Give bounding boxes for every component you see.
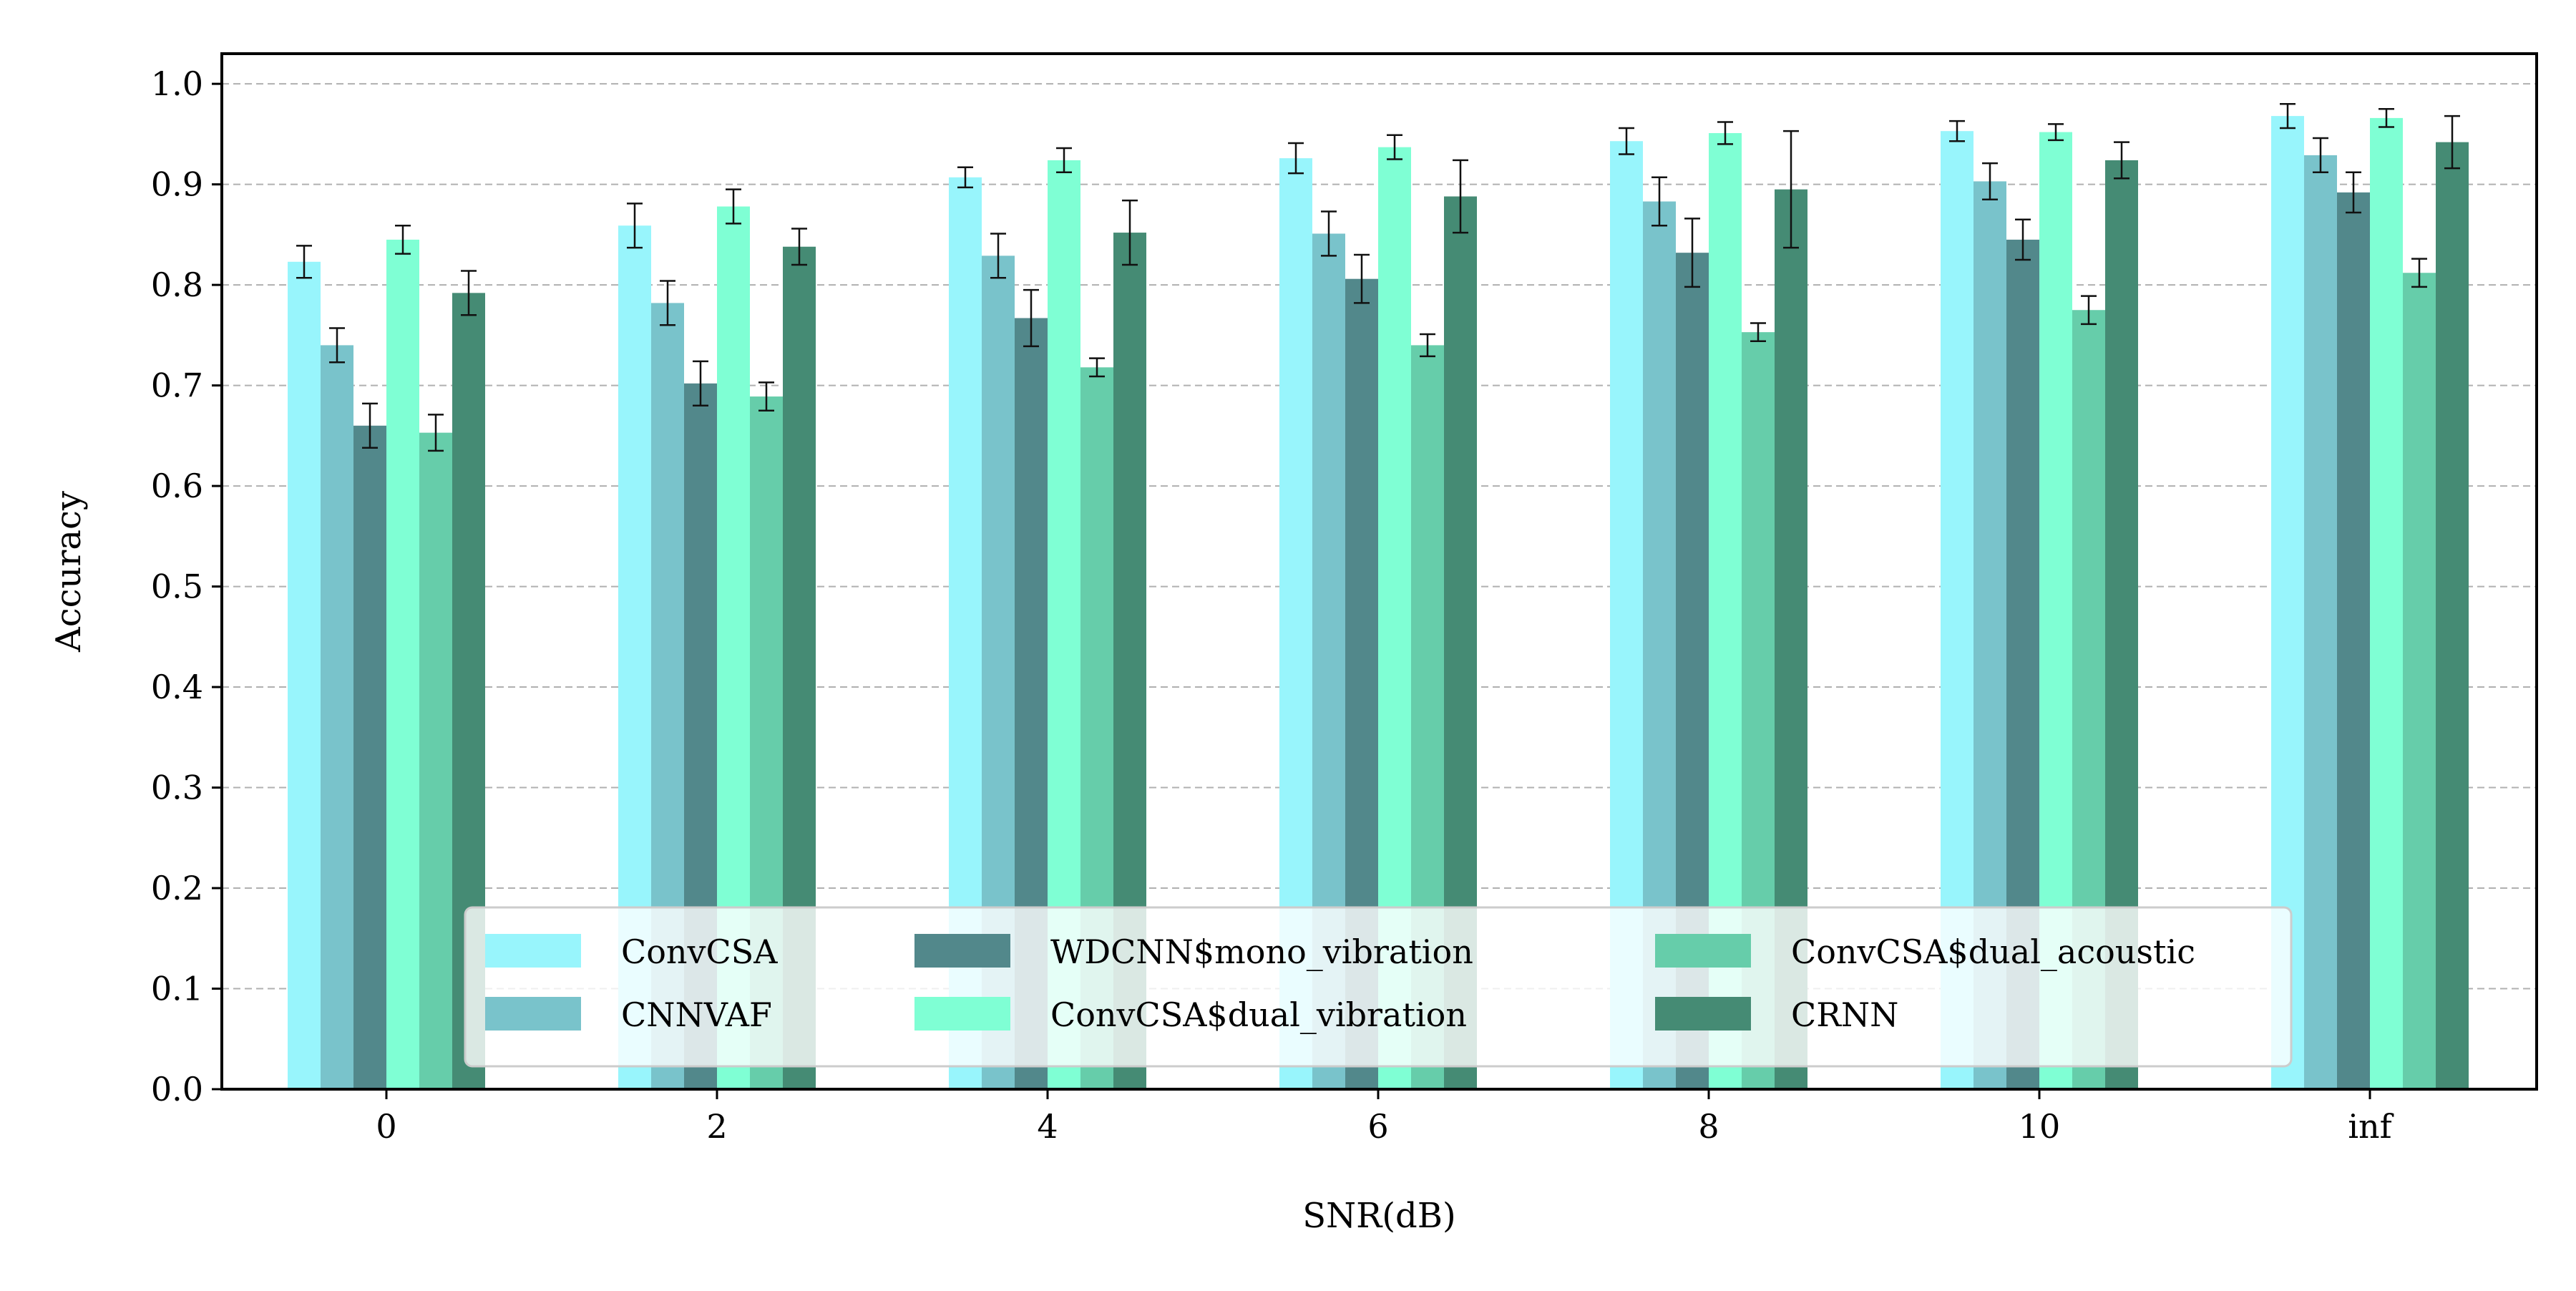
error-bar-cnnvaf-4 bbox=[990, 233, 1006, 279]
x-tick-label: inf bbox=[2348, 1107, 2394, 1146]
error-bar-convcsa-dual-acoustic-8 bbox=[1750, 322, 1766, 343]
bar-wdcnn-mono-vibration-0 bbox=[353, 425, 386, 1089]
legend-item-convcsa-dual-acoustic: ConvCSA$dual_acoustic bbox=[1655, 932, 2195, 971]
error-bar-crnn-8 bbox=[1783, 130, 1799, 249]
error-bar-convcsa-2 bbox=[627, 203, 643, 249]
error-bar-cnnvaf-2 bbox=[660, 280, 675, 326]
error-bar-convcsa-0 bbox=[296, 245, 312, 279]
legend: ConvCSA CNNVAF WDCNN$mono_vibration ConvCSA… bbox=[464, 906, 2293, 1068]
error-bar-convcsa-inf bbox=[2280, 102, 2296, 130]
y-axis: 0.0 0.1 0.2 0.3 0.4 0.5 0.6 0.7 0.8 0.9 1.0 bbox=[151, 64, 222, 1109]
legend-swatch bbox=[914, 997, 1010, 1031]
error-bar-convcsa-dual-vibration-4 bbox=[1056, 147, 1072, 174]
bar-cnnvaf-inf bbox=[2304, 155, 2337, 1090]
x-tick-label: 0 bbox=[376, 1107, 396, 1146]
error-bar-wdcnn-mono-vibration-6 bbox=[1354, 253, 1370, 304]
error-bar-convcsa-4 bbox=[957, 166, 973, 189]
x-axis-label: SNR(dB) bbox=[1302, 1196, 1455, 1236]
error-bar-convcsa-dual-vibration-8 bbox=[1717, 121, 1733, 145]
x-tick-label: 2 bbox=[706, 1107, 727, 1146]
error-bar-convcsa-dual-vibration-2 bbox=[726, 188, 741, 225]
y-tick-label: 0.5 bbox=[151, 567, 203, 606]
legend-item-crnn: CRNN bbox=[1655, 995, 1898, 1034]
bar-crnn-inf bbox=[2436, 142, 2469, 1089]
bar-convcsa-dual-vibration-inf bbox=[2370, 117, 2403, 1090]
y-tick-label: 0.1 bbox=[151, 970, 203, 1008]
error-bar-convcsa-dual-vibration-inf bbox=[2379, 108, 2394, 128]
x-tick-label: 4 bbox=[1037, 1107, 1058, 1146]
legend-label: CNNVAF bbox=[621, 995, 772, 1034]
legend-swatch bbox=[914, 934, 1010, 968]
error-bar-convcsa-dual-vibration-10 bbox=[2048, 123, 2064, 142]
error-bar-cnnvaf-10 bbox=[1982, 162, 1998, 200]
error-bar-convcsa-dual-acoustic-4 bbox=[1089, 357, 1105, 378]
bar-cnnvaf-0 bbox=[321, 345, 353, 1090]
error-bar-convcsa-dual-vibration-0 bbox=[395, 224, 411, 255]
error-bar-convcsa-dual-vibration-6 bbox=[1387, 134, 1402, 160]
legend-swatch bbox=[1655, 997, 1751, 1031]
bar-convcsa-dual-vibration-0 bbox=[386, 239, 419, 1089]
bar-convcsa-0 bbox=[288, 261, 321, 1090]
error-bar-convcsa-dual-acoustic-0 bbox=[428, 414, 444, 452]
bar-convcsa-dual-acoustic-inf bbox=[2403, 273, 2436, 1089]
bar-wdcnn-mono-vibration-inf bbox=[2337, 192, 2370, 1090]
legend-swatch bbox=[485, 934, 581, 968]
y-tick-label: 0.7 bbox=[151, 366, 203, 405]
error-bar-wdcnn-mono-vibration-10 bbox=[2015, 218, 2031, 261]
error-bar-wdcnn-mono-vibration-0 bbox=[362, 402, 378, 449]
y-tick-label: 1.0 bbox=[151, 64, 203, 103]
error-bar-convcsa-dual-acoustic-inf bbox=[2411, 258, 2427, 288]
error-bar-crnn-4 bbox=[1122, 199, 1138, 266]
legend-swatch bbox=[485, 997, 581, 1031]
error-bar-wdcnn-mono-vibration-8 bbox=[1684, 218, 1700, 288]
legend-label: ConvCSA$dual_vibration bbox=[1050, 995, 1467, 1034]
y-tick-label: 0.0 bbox=[151, 1070, 203, 1109]
x-tick-label: 6 bbox=[1367, 1107, 1388, 1146]
legend-label: CRNN bbox=[1791, 995, 1898, 1034]
error-bar-crnn-2 bbox=[791, 228, 807, 266]
error-bar-wdcnn-mono-vibration-4 bbox=[1023, 288, 1039, 348]
legend-box bbox=[464, 906, 2293, 1068]
error-bar-convcsa-8 bbox=[1619, 127, 1634, 155]
error-bar-wdcnn-mono-vibration-2 bbox=[693, 360, 708, 406]
error-bar-crnn-inf bbox=[2444, 115, 2460, 170]
x-axis: 0 2 4 6 8 10 inf bbox=[376, 1089, 2394, 1146]
legend-swatch bbox=[1655, 934, 1751, 968]
error-bar-convcsa-dual-acoustic-6 bbox=[1420, 333, 1435, 358]
error-bar-cnnvaf-8 bbox=[1652, 176, 1667, 227]
x-tick-label: 10 bbox=[2019, 1107, 2061, 1146]
error-bar-convcsa-dual-acoustic-2 bbox=[758, 381, 774, 411]
y-tick-label: 0.3 bbox=[151, 769, 203, 807]
error-bar-convcsa-dual-acoustic-10 bbox=[2081, 295, 2097, 326]
error-bar-cnnvaf-inf bbox=[2313, 137, 2328, 174]
error-bar-crnn-0 bbox=[461, 270, 477, 316]
legend-item-wdcnn-mono-vibration: WDCNN$mono_vibration bbox=[914, 932, 1473, 971]
error-bar-convcsa-6 bbox=[1288, 142, 1304, 175]
y-tick-label: 0.8 bbox=[151, 265, 203, 304]
error-bar-crnn-6 bbox=[1453, 159, 1468, 234]
y-tick-label: 0.4 bbox=[151, 668, 203, 706]
legend-label: WDCNN$mono_vibration bbox=[1050, 932, 1473, 971]
legend-label: ConvCSA bbox=[621, 932, 778, 971]
legend-item-convcsa-dual-vibration: ConvCSA$dual_vibration bbox=[914, 995, 1467, 1034]
error-bar-crnn-10 bbox=[2114, 141, 2129, 180]
y-tick-label: 0.9 bbox=[151, 165, 203, 204]
legend-item-cnnvaf: CNNVAF bbox=[485, 995, 772, 1034]
legend-label: ConvCSA$dual_acoustic bbox=[1791, 932, 2195, 971]
error-bar-convcsa-10 bbox=[1949, 120, 1965, 142]
error-bar-wdcnn-mono-vibration-inf bbox=[2346, 171, 2361, 214]
x-tick-label: 8 bbox=[1698, 1107, 1719, 1146]
bar-convcsa-dual-acoustic-0 bbox=[419, 432, 452, 1089]
error-bars bbox=[296, 102, 2460, 452]
legend-item-convcsa: ConvCSA bbox=[485, 932, 778, 971]
y-tick-label: 0.2 bbox=[151, 869, 203, 907]
error-bar-cnnvaf-0 bbox=[329, 327, 345, 364]
error-bar-cnnvaf-6 bbox=[1321, 210, 1337, 257]
y-tick-label: 0.6 bbox=[151, 467, 203, 505]
y-axis-label: Accuracy bbox=[49, 491, 89, 653]
